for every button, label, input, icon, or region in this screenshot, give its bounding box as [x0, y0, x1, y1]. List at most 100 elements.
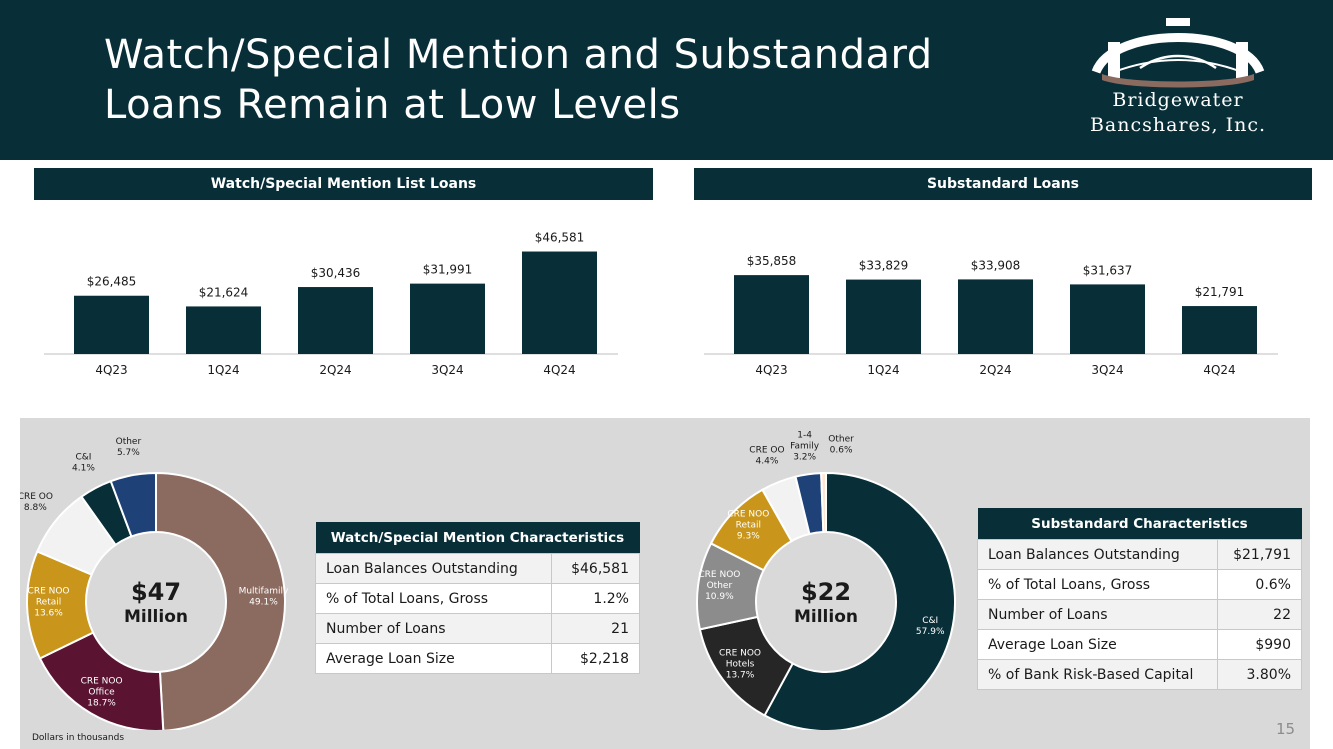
x-tick-label: 4Q23	[755, 363, 787, 377]
table-cell-value: $2,218	[551, 643, 640, 674]
bar-2q24	[298, 287, 373, 354]
bar-3q24	[1070, 284, 1145, 354]
pie-slice-cre-noo-office	[38, 631, 165, 730]
logo-text-line-2: Bancshares, Inc.	[1089, 114, 1267, 136]
x-tick-label: 2Q24	[979, 363, 1011, 377]
data-label: $46,581	[535, 231, 585, 245]
page-title-line-1: Watch/Special Mention and Substandard	[104, 32, 933, 78]
bar-1q24	[846, 279, 921, 354]
slice-label: 1-4 Family 3.2%	[790, 430, 820, 462]
x-tick-label: 4Q23	[95, 363, 127, 377]
table-cell-value: 1.2%	[551, 583, 640, 614]
slice-label: Other 0.6%	[828, 435, 854, 456]
table-cell-label: % of Total Loans, Gross	[314, 583, 553, 614]
data-label: $33,908	[971, 258, 1021, 272]
table-cell-label: Number of Loans	[976, 599, 1219, 630]
data-label: $21,624	[199, 285, 249, 299]
bar-4q23	[74, 295, 149, 354]
table-row: Average Loan Size $2,218	[314, 643, 640, 674]
slice-label: CRE OO 4.4%	[749, 445, 784, 466]
watch-pie-chart: Multifamily 49.1% CRE NOO Office 18.7% CRE NO…	[20, 437, 289, 730]
watch-characteristics-table: Watch/Special Mention Characteristics Lo…	[314, 522, 640, 674]
page-number: 15	[1276, 720, 1296, 738]
table-cell-value: 21	[551, 613, 640, 644]
bar-2q24	[958, 279, 1033, 354]
bar-4q24	[522, 251, 597, 354]
table-cell-label: Number of Loans	[314, 613, 553, 644]
donut-center-value: $47	[131, 578, 181, 606]
slice-label: CRE NOO Retail 13.6%	[28, 587, 70, 619]
data-label: $33,829	[859, 259, 909, 273]
table-cell-value: $990	[1217, 629, 1302, 660]
data-label: $31,637	[1083, 263, 1133, 277]
pie-slice-c-i	[763, 471, 956, 730]
table-row: Number of Loans 22	[976, 599, 1302, 630]
data-label: $31,991	[423, 263, 473, 277]
table-cell-label: Loan Balances Outstanding	[314, 553, 553, 584]
substandard-section-heading: Substandard Loans	[694, 168, 1312, 200]
table-row: Loan Balances Outstanding $21,791	[976, 539, 1302, 570]
table-row: Average Loan Size $990	[976, 629, 1302, 660]
donut-center-unit: Million	[124, 607, 188, 627]
table-cell-label: Loan Balances Outstanding	[976, 539, 1219, 570]
slice-label: Multifamily 49.1%	[239, 586, 289, 607]
slice-label: C&I 4.1%	[72, 453, 95, 474]
logo-text-line-1: Bridgewater	[1112, 89, 1244, 111]
table-cell-value: 0.6%	[1217, 569, 1302, 600]
x-tick-label: 3Q24	[431, 363, 463, 377]
watch-section-heading: Watch/Special Mention List Loans	[34, 168, 653, 200]
table-cell-label: % of Total Loans, Gross	[976, 569, 1219, 600]
slice-label: CRE OO 8.8%	[20, 492, 53, 513]
table-cell-label: Average Loan Size	[976, 629, 1219, 660]
substandard-characteristics-table: Substandard Characteristics Loan Balance…	[976, 508, 1302, 690]
donut-hole	[758, 534, 894, 670]
table-row: Number of Loans 21	[314, 613, 640, 644]
data-label: $26,485	[87, 275, 137, 289]
page-title-line-2: Loans Remain at Low Levels	[104, 82, 681, 128]
watch-table-title: Watch/Special Mention Characteristics	[315, 522, 640, 554]
pie-slice-other	[820, 471, 827, 534]
x-tick-label: 3Q24	[1091, 363, 1123, 377]
x-tick-label: 4Q24	[1203, 363, 1235, 377]
page-title: Watch/Special Mention and Substandard Lo…	[104, 30, 933, 130]
slice-label: Other 5.7%	[116, 437, 142, 458]
pie-slice-other	[109, 471, 157, 538]
table-cell-label: % of Bank Risk-Based Capital	[976, 659, 1219, 690]
table-cell-value: 22	[1217, 599, 1302, 630]
slice-label: C&I 57.9%	[916, 616, 945, 637]
company-logo-text: Bridgewater Bancshares, Inc.	[1068, 88, 1288, 138]
bar-1q24	[186, 306, 261, 354]
substandard-pie-chart: C&I 57.9% CRE NOO Hotels 13.7% CRE NOO Other 10…	[696, 430, 956, 730]
pie-slice-multifamily	[155, 471, 286, 730]
donut-center-unit: Million	[794, 607, 858, 627]
company-logo: Bridgewater Bancshares, Inc.	[1068, 14, 1288, 144]
data-label: $30,436	[311, 266, 361, 280]
header-banner: Watch/Special Mention and Substandard Lo…	[0, 0, 1333, 160]
table-row: % of Total Loans, Gross 0.6%	[976, 569, 1302, 600]
slice-label: CRE NOO Office 18.7%	[81, 677, 123, 709]
data-label: $21,791	[1195, 285, 1245, 299]
table-row: % of Total Loans, Gross 1.2%	[314, 583, 640, 614]
footnote: Dollars in thousands	[32, 733, 125, 743]
x-tick-label: 1Q24	[867, 363, 899, 377]
table-row: % of Bank Risk-Based Capital 3.80%	[976, 659, 1302, 690]
bridge-icon	[1091, 18, 1265, 88]
watch-bar-chart: $26,485 4Q23 $21,624 1Q24 $30,436 2Q24 $31,991…	[44, 231, 618, 377]
x-tick-label: 1Q24	[207, 363, 239, 377]
x-tick-label: 4Q24	[543, 363, 575, 377]
substandard-table-title: Substandard Characteristics	[977, 508, 1302, 540]
donut-hole	[88, 534, 224, 670]
donut-center-value: $22	[801, 578, 851, 606]
data-label: $35,858	[747, 254, 797, 268]
table-cell-value: $21,791	[1217, 539, 1302, 570]
table-cell-value: $46,581	[551, 553, 640, 584]
table-cell-value: 3.80%	[1217, 659, 1302, 690]
slice-label: CRE NOO Retail 9.3%	[727, 510, 769, 542]
x-tick-label: 2Q24	[319, 363, 351, 377]
table-cell-label: Average Loan Size	[314, 643, 553, 674]
slice-label: CRE NOO Other 10.9%	[698, 570, 740, 602]
bar-3q24	[410, 283, 485, 354]
table-row: Loan Balances Outstanding $46,581	[314, 553, 640, 584]
bar-4q24	[1182, 306, 1257, 354]
substandard-bar-chart: $35,858 4Q23 $33,829 1Q24 $33,908 2Q24 $31,637…	[704, 254, 1278, 377]
